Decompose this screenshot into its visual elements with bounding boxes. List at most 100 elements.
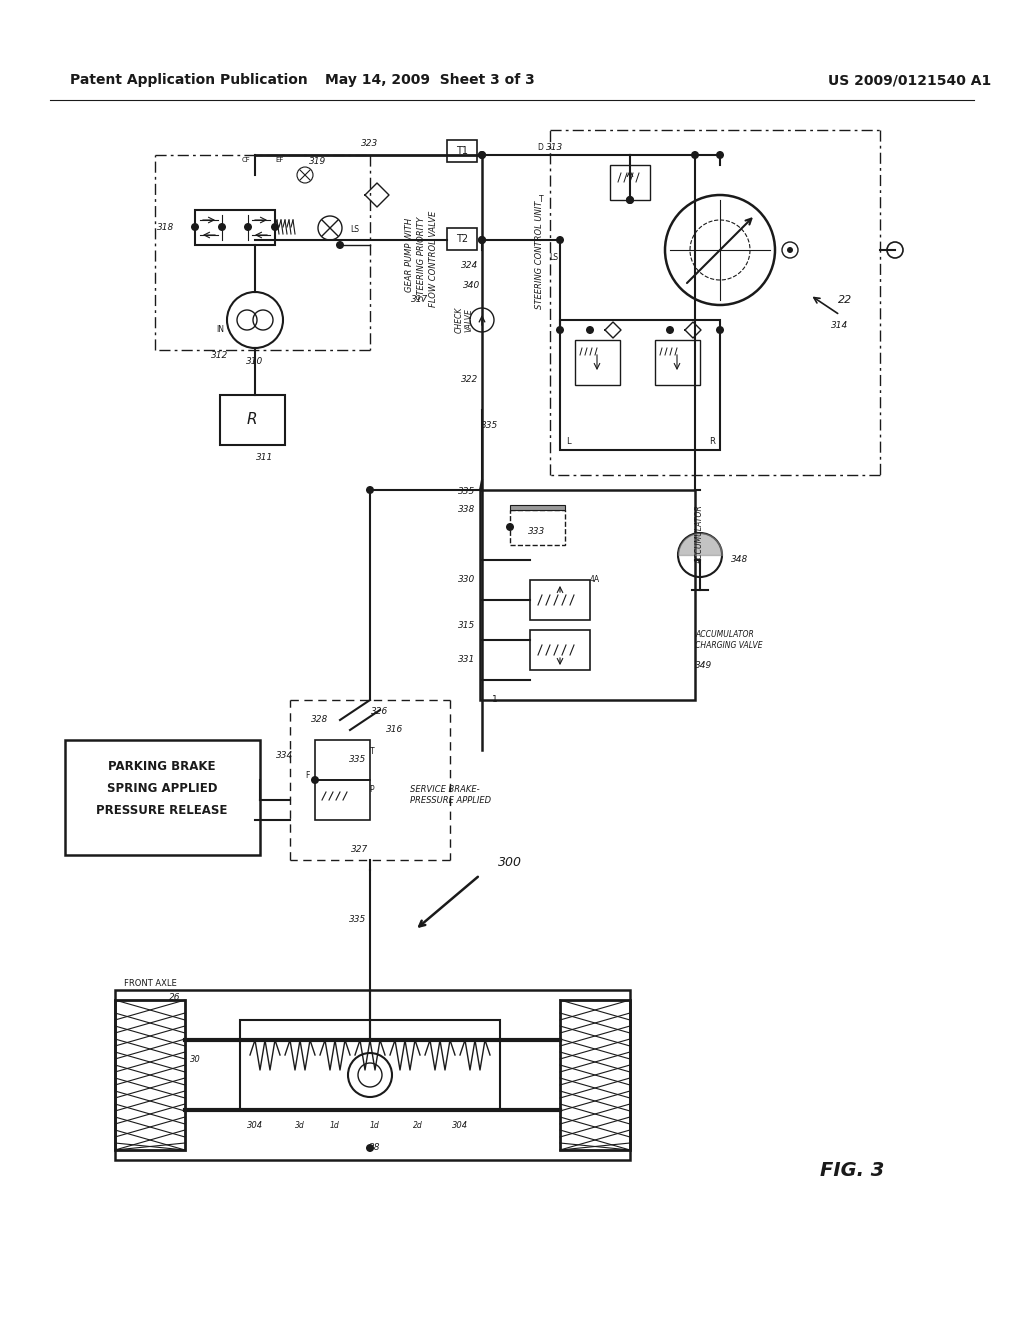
- Text: 30: 30: [189, 1056, 201, 1064]
- Text: 349: 349: [695, 660, 713, 669]
- Circle shape: [478, 236, 486, 244]
- Bar: [510, 506, 565, 510]
- Text: FIG. 3: FIG. 3: [820, 1160, 885, 1180]
- Circle shape: [191, 223, 199, 231]
- Text: T2: T2: [456, 234, 468, 244]
- Text: May 14, 2009  Sheet 3 of 3: May 14, 2009 Sheet 3 of 3: [326, 73, 535, 87]
- Text: SPRING APPLIED: SPRING APPLIED: [106, 781, 217, 795]
- Bar: [480, 490, 695, 700]
- Text: D: D: [537, 144, 543, 153]
- Text: 311: 311: [256, 453, 273, 462]
- Circle shape: [366, 486, 374, 494]
- Text: 327: 327: [351, 846, 369, 854]
- Circle shape: [271, 223, 279, 231]
- Bar: [447, 228, 477, 249]
- Circle shape: [691, 150, 699, 158]
- Text: 3d: 3d: [295, 1121, 305, 1130]
- Text: 1d: 1d: [370, 1121, 380, 1130]
- Text: T1: T1: [456, 147, 468, 156]
- Text: 324: 324: [462, 260, 478, 269]
- Text: GEAR PUMP WITH: GEAR PUMP WITH: [406, 218, 415, 292]
- Text: 335: 335: [349, 755, 367, 764]
- Text: 323: 323: [361, 139, 379, 148]
- Text: T: T: [539, 195, 544, 205]
- Text: 348: 348: [731, 556, 749, 565]
- Text: 331: 331: [459, 656, 475, 664]
- Text: F: F: [305, 771, 309, 780]
- Text: 4A: 4A: [590, 576, 600, 585]
- Text: FLOW CONTROL VALVE: FLOW CONTROL VALVE: [429, 211, 438, 308]
- Bar: [220, 395, 285, 445]
- Bar: [115, 990, 630, 1160]
- Bar: [240, 1020, 500, 1110]
- Text: STEERING CONTROL UNIT: STEERING CONTROL UNIT: [536, 201, 545, 309]
- Circle shape: [478, 150, 486, 158]
- Bar: [65, 741, 260, 855]
- Text: SERVICE BRAKE-
PRESSURE APPLIED: SERVICE BRAKE- PRESSURE APPLIED: [410, 785, 492, 805]
- Text: 313: 313: [547, 144, 563, 153]
- Text: 304: 304: [247, 1121, 263, 1130]
- Text: FRONT AXLE: FRONT AXLE: [124, 978, 176, 987]
- Circle shape: [626, 195, 634, 205]
- Bar: [510, 510, 565, 545]
- Text: 335: 335: [349, 916, 367, 924]
- Text: 312: 312: [211, 351, 228, 359]
- Text: 317: 317: [412, 296, 429, 305]
- Text: 28: 28: [370, 1143, 381, 1152]
- Text: R: R: [247, 412, 257, 428]
- Text: 316: 316: [386, 726, 403, 734]
- Circle shape: [626, 195, 634, 205]
- Text: EF: EF: [275, 157, 285, 162]
- Text: 326: 326: [372, 708, 389, 717]
- Circle shape: [506, 523, 514, 531]
- Text: PARKING BRAKE: PARKING BRAKE: [109, 760, 216, 774]
- Text: Patent Application Publication: Patent Application Publication: [70, 73, 308, 87]
- Bar: [315, 741, 370, 780]
- Text: 1: 1: [493, 696, 498, 705]
- Text: 334: 334: [276, 751, 294, 759]
- Text: 22: 22: [838, 294, 852, 305]
- Bar: [315, 780, 370, 820]
- Circle shape: [666, 326, 674, 334]
- Circle shape: [716, 326, 724, 334]
- Text: 322: 322: [462, 375, 478, 384]
- Text: 328: 328: [311, 715, 329, 725]
- Text: R: R: [709, 437, 715, 446]
- Circle shape: [244, 223, 252, 231]
- Text: P: P: [370, 785, 375, 795]
- Text: 335: 335: [459, 487, 475, 496]
- Text: 26: 26: [169, 993, 181, 1002]
- Text: LS: LS: [550, 253, 558, 263]
- Circle shape: [556, 236, 564, 244]
- Text: 2d: 2d: [413, 1121, 423, 1130]
- Circle shape: [716, 150, 724, 158]
- Text: STEERING PRIORITY: STEERING PRIORITY: [418, 216, 427, 300]
- Text: CHECK
VALVE: CHECK VALVE: [455, 306, 474, 333]
- Circle shape: [366, 1144, 374, 1152]
- Text: 300: 300: [498, 855, 522, 869]
- Text: 1d: 1d: [330, 1121, 340, 1130]
- Text: 319: 319: [309, 157, 327, 166]
- Text: 315: 315: [459, 620, 475, 630]
- Text: 304: 304: [452, 1121, 468, 1130]
- Circle shape: [218, 223, 226, 231]
- Circle shape: [478, 236, 486, 244]
- Bar: [530, 630, 590, 671]
- Circle shape: [556, 326, 564, 334]
- Text: CF: CF: [242, 157, 251, 162]
- Circle shape: [311, 776, 319, 784]
- Text: 338: 338: [459, 506, 475, 515]
- Text: 333: 333: [528, 528, 546, 536]
- Bar: [560, 319, 720, 450]
- Circle shape: [478, 150, 486, 158]
- Text: 340: 340: [464, 281, 480, 289]
- Bar: [530, 579, 590, 620]
- Text: IN: IN: [216, 326, 224, 334]
- Circle shape: [336, 242, 344, 249]
- Text: 314: 314: [831, 321, 849, 330]
- Circle shape: [586, 326, 594, 334]
- Bar: [447, 140, 477, 162]
- Bar: [575, 341, 620, 385]
- Bar: [115, 1001, 185, 1150]
- Bar: [195, 210, 275, 246]
